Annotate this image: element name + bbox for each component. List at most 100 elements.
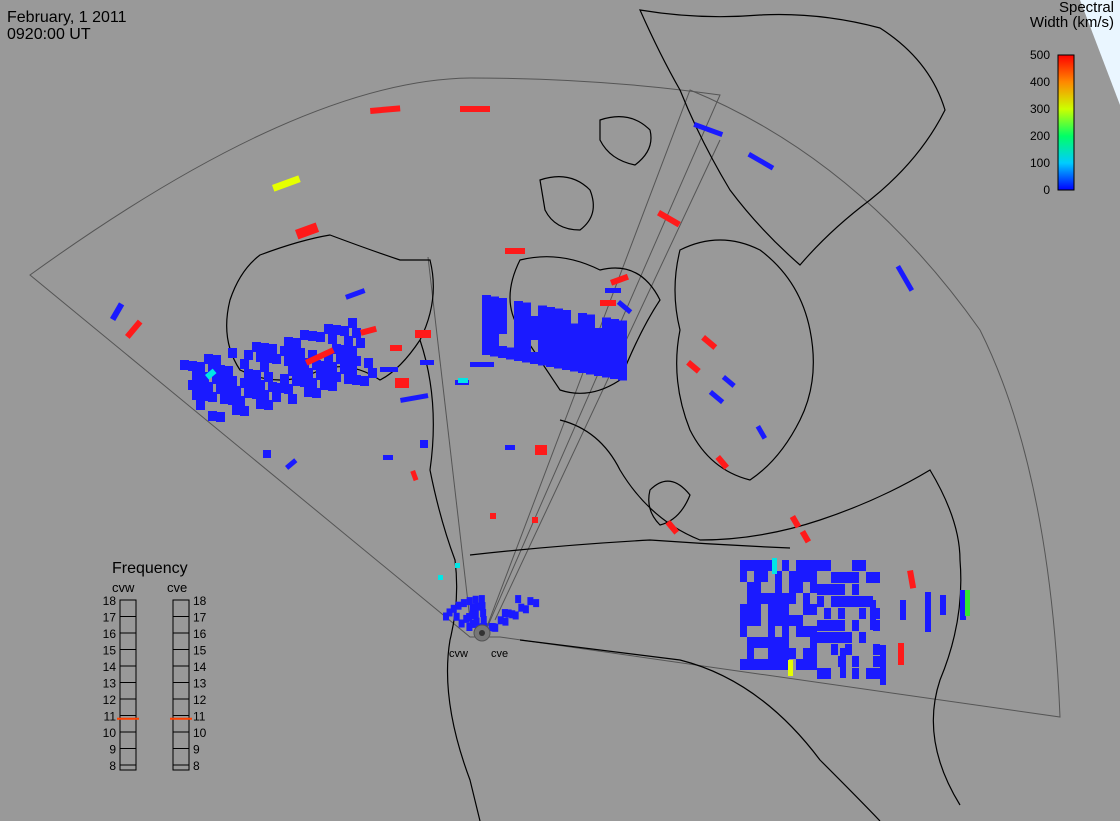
data-cell [610,319,619,331]
data-cell [332,372,341,382]
frequency-scale-label: 14 [193,660,207,674]
data-cell [602,342,611,354]
data-cell [925,592,931,632]
data-cell [380,367,398,372]
data-cell [244,388,253,398]
data-cell [220,394,229,404]
data-cell [316,332,325,342]
data-cell [796,626,803,637]
data-cell [546,319,555,331]
data-cell [458,378,468,383]
data-cell [810,571,817,582]
data-cell [513,611,519,619]
data-cell [216,384,225,394]
data-cell [482,331,491,343]
data-cell [530,316,539,328]
data-cell [782,637,789,648]
data-cell [740,626,747,637]
data-cell [264,400,273,410]
data-cell [535,445,547,455]
data-cell [873,572,880,583]
data-cell [538,342,547,354]
frequency-scales: 1817161514131211109818171615141312111098 [103,594,207,773]
data-cell [852,668,859,679]
data-cell [880,645,886,685]
data-cell [831,572,838,583]
data-cell [610,367,619,379]
colorbar-tick-label: 100 [1030,156,1050,170]
data-cell [594,364,603,376]
data-cell [817,584,824,595]
data-cell [754,560,761,571]
data-cell [562,346,571,358]
data-cell [775,659,782,670]
data-cell [505,445,515,450]
data-cell [610,355,619,367]
data-cell [272,175,301,191]
data-cell [796,571,803,582]
frequency-scale-label: 16 [103,627,117,641]
data-cell [368,368,377,378]
frequency-scale-label: 13 [193,677,207,691]
data-cell [410,470,418,481]
data-cell [870,600,876,630]
data-cell [570,348,579,360]
data-cell [502,618,508,626]
data-cell [240,359,249,369]
data-cell [747,648,754,659]
data-cell [455,563,460,568]
data-cell [840,648,846,678]
data-cell [204,354,213,364]
data-cell [796,659,803,670]
data-cell [754,582,761,593]
data-cell [248,379,257,389]
coastline [227,10,961,821]
frequency-scale-label: 9 [109,743,116,757]
data-cell [740,560,747,571]
data-cell [800,530,811,543]
data-cell [768,659,775,670]
data-cell [940,595,946,615]
data-cell [352,356,361,366]
data-cell [610,343,619,355]
data-cell [208,411,217,421]
data-cell [817,632,824,643]
data-cell [232,386,241,396]
data-cell [838,572,845,583]
data-cell [586,315,595,327]
data-cell [852,656,859,667]
data-cell [390,345,402,351]
data-cell [360,376,369,386]
frequency-scale-label: 18 [103,594,117,608]
data-cell [383,455,393,460]
data-cell [348,318,357,328]
data-cell [482,307,491,319]
frequency-scale-label: 16 [193,627,207,641]
data-cell [296,367,305,377]
data-cell [216,365,225,375]
data-cell [292,338,301,348]
radar-label-cve: cve [491,648,508,660]
data-cell [395,378,409,388]
data-cell [803,604,810,615]
data-cell [554,345,563,357]
data-cell [240,378,249,388]
data-cell [602,354,611,366]
data-cell [824,632,831,643]
data-cell [747,604,754,615]
data-cell [817,620,824,631]
frequency-scale-label: 17 [193,611,207,625]
data-cell [479,595,485,603]
data-cell [304,387,313,397]
data-cell [345,288,366,300]
data-cell [852,560,859,571]
data-cell [296,348,305,358]
data-cell [810,582,817,593]
data-cell [316,370,325,380]
data-cell [546,343,555,355]
data-cell [344,374,353,384]
data-cell [312,388,321,398]
data-cell [352,328,361,338]
data-cell [618,357,627,369]
colorbar-tick-label: 400 [1030,75,1050,89]
